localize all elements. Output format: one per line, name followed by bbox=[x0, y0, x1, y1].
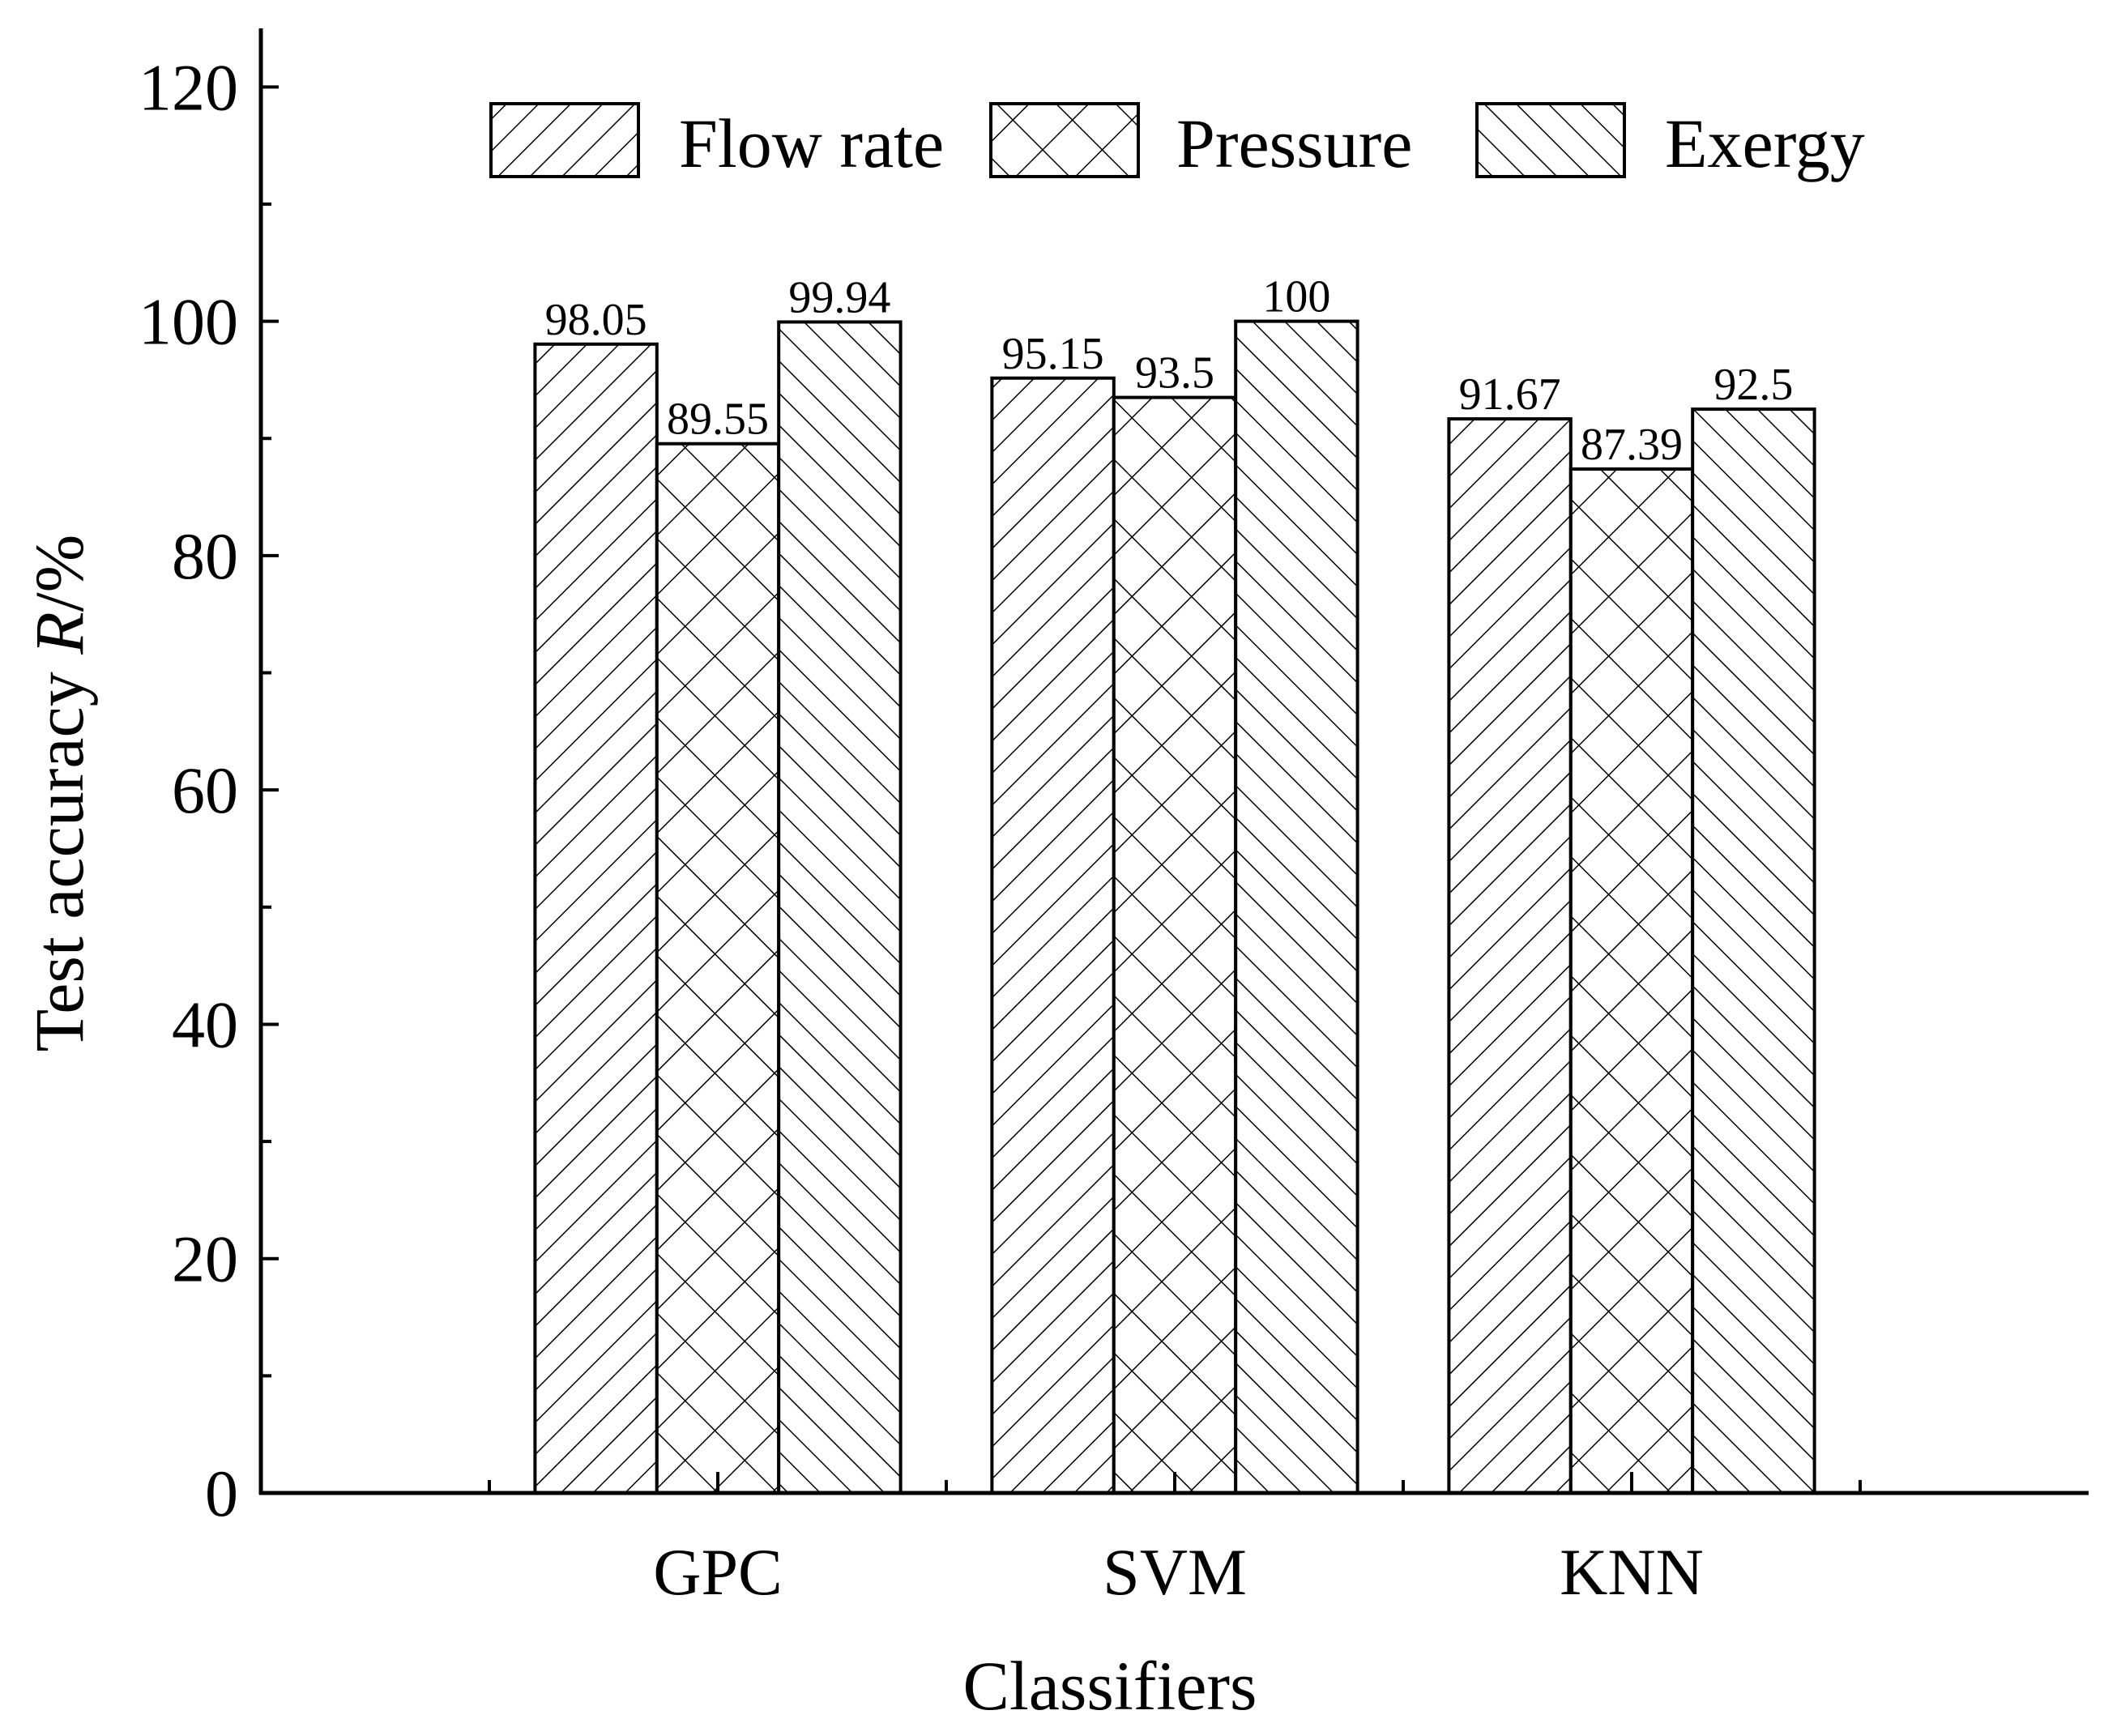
x-ticks: GPC SVM KNN bbox=[488, 1472, 1862, 1609]
x-tick-label-svm: SVM bbox=[1103, 1535, 1247, 1609]
data-label-exergy-svm: 100 bbox=[1262, 272, 1330, 322]
legend: Flow rate Pressure Exergy bbox=[489, 102, 1865, 182]
y-tick-label: 100 bbox=[139, 285, 238, 359]
legend-label-pressure: Pressure bbox=[1176, 105, 1412, 182]
y-axis-title-prefix: Test accuracy bbox=[20, 655, 98, 1052]
y-tick-label: 0 bbox=[205, 1457, 238, 1530]
y-tick-label: 40 bbox=[172, 987, 238, 1061]
x-axis-title: Classifiers bbox=[962, 1647, 1257, 1725]
data-label-pressure-svm: 93.5 bbox=[1135, 348, 1214, 399]
legend-swatch-exergy bbox=[1475, 102, 1626, 178]
data-label-exergy-gpc: 99.94 bbox=[788, 272, 890, 322]
bar-flow-rate-knn bbox=[1447, 417, 1573, 1495]
data-label-pressure-knn: 87.39 bbox=[1581, 420, 1683, 470]
bar-pressure-knn bbox=[1568, 467, 1695, 1495]
data-label-pressure-gpc: 89.55 bbox=[667, 395, 769, 445]
y-axis-title-unit: /% bbox=[20, 535, 98, 612]
data-label-exergy-knn: 92.5 bbox=[1714, 360, 1793, 410]
axes: 0 20 40 60 80 100 120 GPC SVM KNN bbox=[139, 28, 2089, 1609]
legend-label-exergy: Exergy bbox=[1665, 105, 1865, 182]
bar-flow-rate-svm bbox=[990, 376, 1116, 1495]
y-tick-label: 20 bbox=[172, 1222, 238, 1296]
legend-swatch-flow-rate bbox=[489, 102, 640, 178]
y-ticks: 0 20 40 60 80 100 120 bbox=[139, 50, 279, 1530]
data-label-flow-rate-svm: 95.15 bbox=[1002, 329, 1104, 379]
bar-exergy-svm bbox=[1234, 319, 1359, 1495]
bar-exergy-gpc bbox=[777, 320, 903, 1495]
bar-pressure-gpc bbox=[655, 441, 781, 1495]
y-tick-label: 80 bbox=[172, 519, 238, 593]
data-labels-group: 98.05 95.15 91.67 89.55 93.5 87.39 99.94 100 92.… bbox=[545, 272, 1794, 470]
bar-exergy-knn bbox=[1691, 407, 1816, 1495]
data-label-flow-rate-knn: 91.67 bbox=[1459, 369, 1561, 420]
data-label-flow-rate-gpc: 98.05 bbox=[545, 295, 647, 345]
y-axis-title: Test accuracy R/% bbox=[20, 535, 98, 1052]
x-tick-label-knn: KNN bbox=[1560, 1535, 1704, 1609]
y-tick-label: 60 bbox=[172, 753, 238, 827]
x-tick-label-gpc: GPC bbox=[653, 1535, 783, 1609]
bars-group bbox=[533, 319, 1816, 1495]
legend-swatch-pressure bbox=[989, 102, 1140, 178]
y-tick-label: 120 bbox=[139, 50, 238, 124]
y-axis-title-symbol: R bbox=[20, 612, 98, 655]
legend-label-flow-rate: Flow rate bbox=[679, 105, 944, 182]
bar-pressure-svm bbox=[1112, 395, 1238, 1495]
bar-flow-rate-gpc bbox=[533, 342, 659, 1495]
